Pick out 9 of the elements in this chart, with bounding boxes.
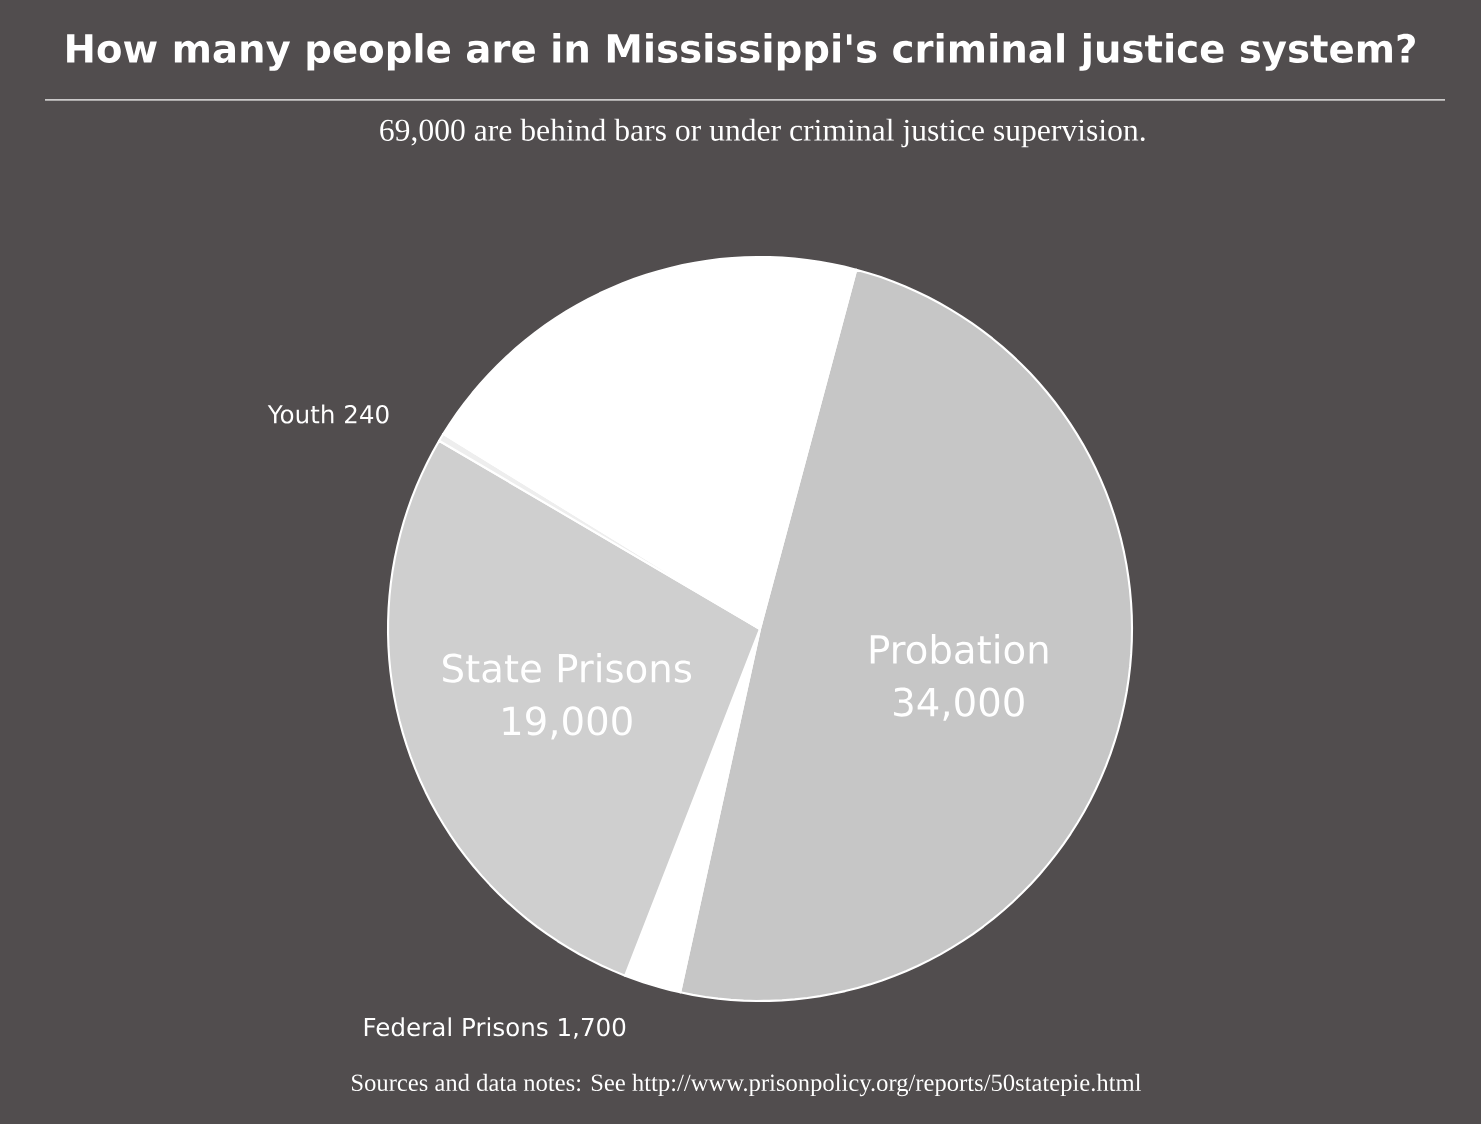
slice-label: Probation [870,634,1048,665]
slice-label: Youth [267,404,334,424]
chart-subtitle: 69,000 are behind bars or under criminal justice supervision. [380,118,1145,148]
data-label: 240 [345,405,389,424]
data-label: 1,700 [559,1017,626,1039]
data-label: 34,000 [894,687,1024,721]
source-note: Sources and data notes: See http://www.prisonpolicy.org/reports/50statepie.html [352,1073,1142,1097]
chart-title: How many people are in Mississippi's criminal justice system? [67,33,1415,71]
slice-label: Federal Prisons [364,1017,548,1037]
